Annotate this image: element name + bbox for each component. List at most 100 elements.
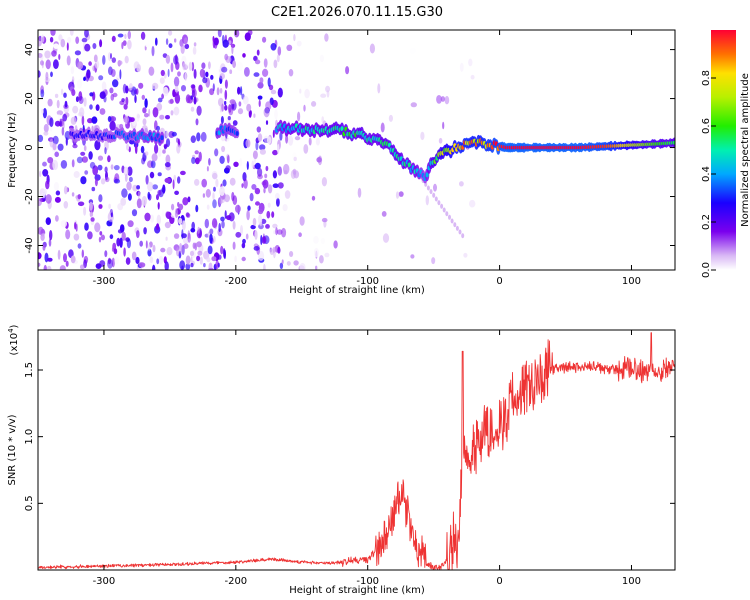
noise-blob: [87, 231, 93, 240]
noise-blob: [60, 220, 67, 228]
snr-frame: [37, 329, 676, 571]
noise-blob: [50, 71, 53, 78]
noise-blob: [62, 120, 65, 129]
noise-blob: [229, 69, 233, 74]
noise-blob: [84, 30, 89, 38]
noise-blob: [47, 98, 53, 107]
noise-blob: [140, 31, 146, 40]
noise-blob: [249, 192, 254, 202]
noise-blob: [220, 216, 225, 222]
noise-blob: [219, 87, 223, 94]
noise-blob: [128, 176, 133, 183]
noise-blob: [299, 216, 305, 226]
noise-blob: [410, 102, 417, 108]
noise-blob: [162, 149, 166, 154]
colorbar-gradient: [711, 30, 736, 270]
noise-blob: [270, 89, 277, 95]
noise-blob: [138, 82, 144, 89]
noise-blob: [112, 79, 119, 88]
noise-blob: [395, 191, 400, 199]
noise-blob: [95, 104, 100, 111]
noise-blob: [117, 229, 123, 234]
noise-blob: [303, 144, 309, 154]
noise-blob: [56, 110, 64, 116]
noise-blob: [124, 33, 127, 40]
x-tick-label: 0: [496, 276, 502, 287]
noise-blob: [304, 88, 310, 99]
noise-blob: [221, 220, 225, 229]
noise-blob: [196, 255, 201, 262]
noise-blob: [470, 74, 475, 80]
noise-blob: [197, 226, 200, 234]
noise-blob: [141, 157, 146, 165]
y-tick-label: 1.0: [24, 429, 35, 445]
noise-blob: [369, 43, 375, 54]
noise-blob: [286, 261, 291, 266]
noise-blob: [190, 106, 195, 112]
noise-blob: [165, 38, 169, 45]
noise-blob: [244, 32, 251, 41]
noise-blob: [205, 188, 211, 198]
noise-blob: [237, 108, 244, 115]
noise-blob: [303, 104, 306, 112]
noise-blob: [382, 233, 390, 243]
noise-blob: [436, 95, 442, 104]
noise-blob: [38, 252, 42, 260]
noise-blob: [321, 177, 327, 187]
noise-blob: [176, 144, 181, 154]
y-tick-label: 0: [24, 144, 35, 150]
noise-blob: [83, 77, 86, 81]
noise-blob: [97, 155, 104, 161]
noise-blob: [216, 87, 220, 96]
spectrogram-x-axis: -300 -200 -100 0 100: [93, 30, 641, 287]
noise-blob: [277, 182, 284, 189]
noise-blob: [227, 116, 231, 121]
noise-blob: [181, 265, 184, 270]
noise-blob: [265, 224, 270, 229]
noise-blob: [75, 96, 79, 103]
noise-blob: [145, 43, 151, 48]
noise-blob: [232, 241, 236, 250]
noise-blob: [165, 211, 170, 219]
noise-blob: [174, 190, 180, 195]
noise-blob: [121, 42, 124, 50]
noise-blob: [177, 71, 181, 77]
noise-blob: [208, 262, 213, 270]
noise-blob: [463, 252, 468, 258]
noise-blob: [227, 155, 230, 164]
noise-blob: [60, 160, 68, 169]
noise-blob: [104, 250, 108, 258]
noise-blob: [218, 222, 221, 233]
noise-blob: [142, 118, 147, 126]
noise-blob: [171, 203, 175, 211]
noise-blob: [173, 55, 179, 65]
noise-blob: [76, 156, 83, 164]
noise-blob: [231, 191, 235, 202]
noise-blob: [112, 92, 118, 98]
noise-blob: [279, 131, 283, 141]
noise-blob: [252, 150, 258, 160]
noise-blob: [190, 123, 197, 134]
noise-blob: [114, 256, 119, 265]
noise-blob: [263, 187, 266, 194]
noise-blob: [129, 139, 135, 145]
noise-blob: [277, 87, 283, 98]
noise-blob: [225, 165, 231, 171]
snr-y-label: SNR (10 * v/v): [7, 414, 18, 485]
noise-blob: [41, 34, 45, 43]
y-tick-label: -20: [24, 188, 35, 204]
ridge-cell: [340, 126, 344, 132]
x-tick-label: -200: [224, 276, 247, 287]
noise-blob: [219, 155, 225, 164]
noise-blob: [265, 101, 272, 111]
noise-blob: [110, 212, 113, 218]
x-tick-label: -300: [93, 576, 116, 587]
noise-blob: [148, 66, 155, 76]
noise-blob: [58, 34, 63, 41]
noise-blob: [168, 30, 173, 36]
noise-blob: [156, 258, 160, 265]
noise-blob: [220, 245, 224, 255]
noise-blob: [156, 194, 159, 201]
noise-blob: [57, 143, 64, 151]
noise-blob: [191, 221, 195, 230]
